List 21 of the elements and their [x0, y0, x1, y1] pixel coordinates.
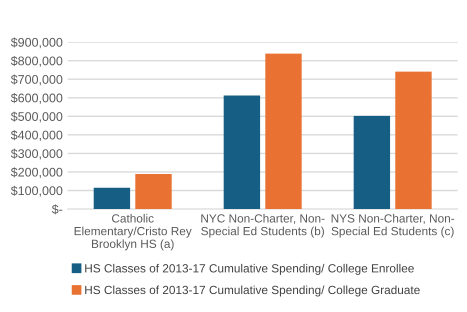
y-tick-label: $400,000 [10, 130, 62, 141]
y-tick-label: $200,000 [10, 167, 62, 178]
legend-label: HS Classes of 2013-17 Cumulative Spending/ College Enrollee [85, 264, 414, 275]
bar [94, 188, 130, 210]
x-tick-label: NYS Non-Charter, Non- Special Ed Students (c) [332, 214, 454, 238]
y-tick-label: $500,000 [10, 112, 62, 122]
bar [224, 96, 260, 210]
x-tick-label: Catholic Elementary/Cristo Rey Brooklyn HS (a) [74, 214, 192, 250]
bar [265, 54, 302, 210]
x-tick-label: NYC Non-Charter, Non- Special Ed Students (b) [201, 214, 324, 238]
y-tick-label: $100,000 [10, 186, 62, 197]
y-tick-label: $- [52, 204, 62, 214]
y-tick-label: $300,000 [10, 148, 62, 160]
bar [354, 116, 390, 210]
legend-label: HS Classes of 2013-17 Cumulative Spending/ College Graduate [85, 285, 420, 296]
bar [135, 174, 172, 210]
bar [395, 72, 432, 210]
y-tick-label: $600,000 [10, 93, 62, 104]
y-tick-label: $900,000 [10, 37, 62, 48]
y-tick-label: $800,000 [10, 56, 62, 67]
y-tick-label: $700,000 [10, 74, 62, 86]
